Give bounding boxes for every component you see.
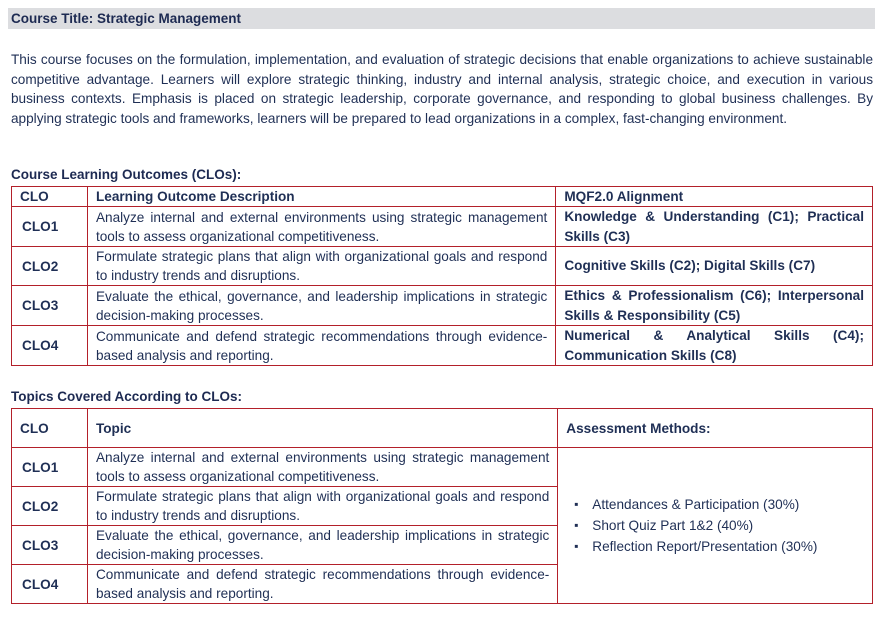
topic-description: Communicate and defend strategic recomme… [86, 564, 559, 604]
assessment-methods-list: ▪ Attendances & Participation (30%) ▪ Shor… [566, 494, 864, 557]
topics-section-heading: Topics Covered According to CLOs: [11, 389, 243, 404]
clo-table: CLO Learning Outcome Description MQF2.0 … [11, 186, 873, 366]
square-bullet-icon: ▪ [574, 539, 579, 553]
outcome-description: Evaluate the ethical, governance, and le… [86, 285, 557, 326]
top-edge [0, 0, 877, 8]
clo-header: CLO [11, 186, 88, 207]
clo-id: CLO2 [11, 246, 88, 286]
table-row: CLO4 Communicate and defend strategic re… [11, 325, 873, 366]
clo-id: CLO2 [11, 486, 88, 526]
assessment-method: Short Quiz Part 1&2 (40%) [592, 518, 754, 533]
assessment-method: Attendances & Participation (30%) [592, 497, 800, 512]
course-description: This course focuses on the formulation, … [11, 52, 873, 126]
table-row: CLO2 Formulate strategic plans that alig… [11, 486, 873, 526]
clo-id: CLO3 [11, 285, 88, 326]
table-row: CLO1 Analyze internal and external envir… [11, 206, 873, 247]
alignment-header: MQF2.0 Alignment [555, 186, 873, 207]
topic-description: Analyze internal and external environmen… [86, 447, 559, 487]
assessment-header: Assessment Methods: [557, 408, 873, 448]
mqf-alignment: Numerical & Analytical Skills (C4); Comm… [555, 325, 873, 366]
topics-table: CLO Topic Assessment Methods: CLO1 Analy… [11, 408, 873, 604]
clo-section-heading: Course Learning Outcomes (CLOs): [11, 167, 242, 182]
table-row: CLO1 Analyze internal and external envir… [11, 447, 873, 604]
clo-id: CLO1 [11, 447, 88, 487]
description-header: Learning Outcome Description [86, 186, 557, 207]
assessment-method: Reflection Report/Presentation (30%) [592, 539, 818, 554]
mqf-alignment: Knowledge & Understanding (C1); Practica… [555, 206, 873, 247]
clo-id: CLO1 [11, 206, 88, 247]
list-item: ▪ Reflection Report/Presentation (30%) [566, 536, 864, 557]
topic-header: Topic [86, 408, 559, 448]
clo-table-header-row: CLO Learning Outcome Description MQF2.0 … [11, 186, 873, 207]
clo-id: CLO3 [11, 525, 88, 565]
list-item: ▪ Short Quiz Part 1&2 (40%) [566, 515, 864, 536]
clo-id: CLO4 [11, 325, 88, 366]
mqf-alignment: Cognitive Skills (C2); Digital Skills (C… [555, 246, 873, 286]
course-title: Course Title: Strategic Management [8, 8, 875, 29]
square-bullet-icon: ▪ [574, 518, 579, 532]
topic-description: Formulate strategic plans that align wit… [86, 486, 559, 526]
table-row: CLO2 Formulate strategic plans that alig… [11, 246, 873, 286]
outcome-description: Analyze internal and external environmen… [86, 206, 557, 247]
assessment-methods-cell: ▪ Attendances & Participation (30%) ▪ Shor… [557, 447, 873, 604]
table-row: CLO3 Evaluate the ethical, governance, a… [11, 285, 873, 326]
mqf-alignment: Ethics & Professionalism (C6); Interpers… [555, 285, 873, 326]
square-bullet-icon: ▪ [574, 497, 579, 511]
clo-id: CLO4 [11, 564, 88, 604]
topics-table-header-row: CLO Topic Assessment Methods: [11, 408, 873, 448]
list-item: ▪ Attendances & Participation (30%) [566, 494, 864, 515]
clo-header: CLO [11, 408, 88, 448]
topic-description: Evaluate the ethical, governance, and le… [86, 525, 559, 565]
outcome-description: Communicate and defend strategic recomme… [86, 325, 557, 366]
table-row: CLO3 Evaluate the ethical, governance, a… [11, 525, 873, 565]
table-row: CLO4 Communicate and defend strategic re… [11, 564, 873, 604]
outcome-description: Formulate strategic plans that align wit… [86, 246, 557, 286]
